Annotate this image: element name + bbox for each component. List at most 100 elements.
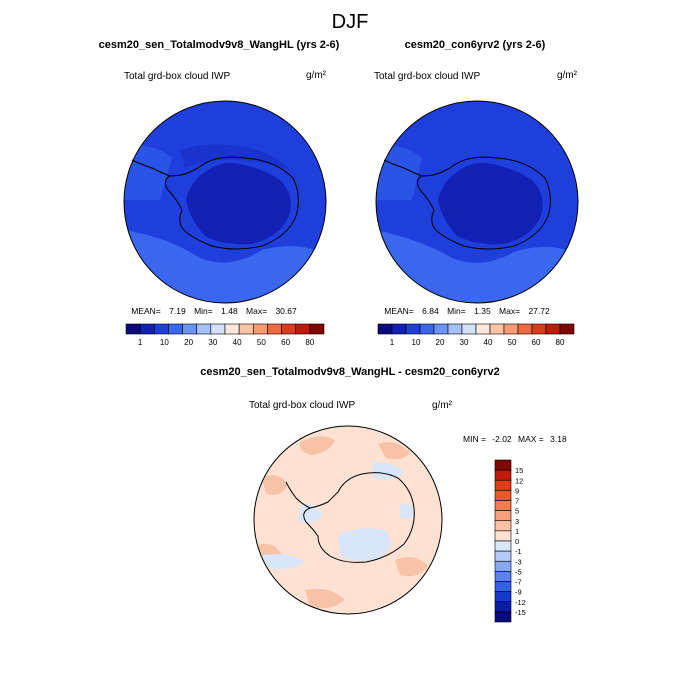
panel-b-colorbar-box: [531, 323, 547, 335]
panel-a-map: [123, 100, 327, 304]
panel-c-colorbar-label: 3: [515, 517, 519, 526]
panel-b-colorbar-box: [433, 323, 449, 335]
panel-a-colorbar-label: 1: [138, 338, 143, 347]
panel-b-colorbar-label: 40: [484, 338, 493, 347]
figure-title: DJF: [332, 11, 369, 33]
panel-a-colorbar-box: [252, 323, 268, 335]
panel-a-colorbar: 1 10 20 30 40 50 60 80: [125, 323, 325, 347]
panel-c-colorbar-label: 1: [515, 527, 519, 536]
panel-c-colorbar-label: 9: [515, 486, 519, 495]
panel-b-min: 1.35: [474, 306, 491, 316]
panel-b-colorbar-label: 20: [436, 338, 445, 347]
panel-b-colorbar-box: [517, 323, 533, 335]
panel-b-colorbar-label: 60: [532, 338, 541, 347]
panel-a-colorbar-box: [267, 323, 282, 335]
panel-a-min-label: Min=: [194, 306, 213, 316]
panel-c-stats: MIN = -2.02 MAX = 3.18: [463, 434, 567, 444]
panel-c-title: cesm20_sen_Totalmodv9v8_WangHL - cesm20_…: [200, 366, 499, 378]
panel-b-colorbar-label: 80: [556, 338, 565, 347]
panel-b-colorbar-box: [503, 323, 519, 335]
panel-c-min-label: MIN =: [463, 434, 486, 444]
panel-b-left-string: Total grd-box cloud IWP: [374, 71, 480, 82]
panel-b: cesm20_con6yrv2 (yrs 2-6) Total grd-box …: [374, 39, 579, 347]
panel-c-colorbar-label: -1: [515, 547, 522, 556]
panel-a-colorbar-box: [238, 323, 254, 335]
panel-b-units: g/m²: [557, 70, 578, 81]
panel-c-colorbar-box: [494, 540, 512, 552]
panel-a-mean: 7.19: [169, 306, 186, 316]
panel-c-colorbar-box: [494, 550, 512, 562]
panel-a-colorbar-box: [196, 323, 212, 335]
panel-b-mean: 6.84: [422, 306, 439, 316]
panel-b-colorbar-label: 1: [390, 338, 395, 347]
panel-c-colorbar-box: [494, 560, 512, 572]
panel-c-colorbar-label: -5: [515, 567, 522, 576]
panel-a: cesm20_sen_Totalmodv9v8_WangHL (yrs 2-6)…: [99, 39, 340, 347]
panel-c-colorbar-box: [494, 500, 512, 511]
panel-a-colorbar-label: 40: [233, 338, 242, 347]
panel-a-colorbar-box: [224, 323, 240, 335]
panel-b-colorbar-box: [489, 323, 505, 335]
panel-b-colorbar-box: [377, 323, 393, 335]
panel-a-colorbar-label: 80: [305, 338, 314, 347]
panel-b-colorbar-box: [419, 323, 435, 335]
panel-a-colorbar-box: [139, 323, 155, 335]
panel-c-colorbar-label: -7: [515, 578, 522, 587]
panel-a-colorbar-box: [309, 323, 325, 335]
panel-c-colorbar-box: [494, 490, 512, 501]
panel-b-colorbar-box: [559, 323, 575, 335]
panel-a-colorbar-label: 20: [184, 338, 193, 347]
panel-a-title: cesm20_sen_Totalmodv9v8_WangHL (yrs 2-6): [99, 39, 340, 51]
panel-a-colorbar-label: 30: [208, 338, 217, 347]
panel-c-colorbar-label: 0: [515, 537, 519, 546]
panel-c-left-string: Total grd-box cloud IWP: [249, 400, 355, 411]
panel-b-colorbar-box: [545, 323, 561, 335]
panel-b-colorbar: 1 10 20 30 40 50 60 80: [377, 323, 575, 347]
panel-a-colorbar-box: [295, 323, 311, 335]
panel-b-min-label: Min=: [447, 306, 466, 316]
panel-b-colorbar-label: 10: [412, 338, 421, 347]
panel-b-map: [375, 100, 579, 304]
panel-c: cesm20_sen_Totalmodv9v8_WangHL - cesm20_…: [200, 366, 567, 623]
panel-c-colorbar-label: -12: [515, 598, 526, 607]
panel-a-stats: MEAN= 7.19 Min= 1.48 Max= 30.67: [131, 306, 297, 316]
panel-a-colorbar-box: [281, 323, 297, 335]
panel-a-units: g/m²: [306, 70, 327, 81]
panel-c-colorbar-box: [494, 611, 512, 623]
panel-c-colorbar-label: 5: [515, 507, 519, 516]
panel-b-colorbar-box: [475, 323, 491, 335]
panel-c-colorbar-box: [494, 469, 512, 481]
panel-c-units: g/m²: [432, 400, 453, 411]
panel-c-colorbar-box: [494, 581, 512, 592]
panel-c-colorbar-box: [494, 591, 512, 603]
panel-c-colorbar-box: [494, 601, 512, 613]
panel-b-colorbar-box: [461, 323, 477, 335]
panel-c-colorbar-label: -3: [515, 557, 522, 566]
panel-b-colorbar-box: [391, 323, 407, 335]
panel-b-max: 27.72: [528, 306, 550, 316]
panel-c-colorbar-box: [494, 530, 512, 542]
panel-b-colorbar-box: [447, 323, 463, 335]
panel-a-mean-label: MEAN=: [131, 306, 161, 316]
panel-a-max-label: Max=: [246, 306, 267, 316]
panel-c-max-label: MAX =: [518, 434, 544, 444]
panel-b-colorbar-box: [405, 323, 421, 335]
panel-b-stats: MEAN= 6.84 Min= 1.35 Max= 27.72: [384, 306, 550, 316]
panel-a-colorbar-box: [125, 323, 141, 335]
panel-b-max-label: Max=: [499, 306, 520, 316]
panel-c-colorbar-label: -9: [515, 588, 522, 597]
panel-a-colorbar-box: [182, 323, 198, 335]
panel-b-mean-label: MEAN=: [384, 306, 414, 316]
panel-c-colorbar-label: 7: [515, 497, 519, 506]
panel-b-colorbar-label: 50: [508, 338, 517, 347]
panel-b-title: cesm20_con6yrv2 (yrs 2-6): [405, 39, 546, 51]
panel-c-colorbar-label: 15: [515, 466, 523, 475]
panel-c-max: 3.18: [550, 434, 567, 444]
panel-a-colorbar-box: [153, 323, 169, 335]
panel-a-colorbar-label: 50: [257, 338, 266, 347]
panel-a-colorbar-label: 60: [281, 338, 290, 347]
panel-a-colorbar-box: [168, 323, 183, 335]
panel-c-colorbar-label: -15: [515, 608, 526, 617]
panel-a-min: 1.48: [221, 306, 238, 316]
